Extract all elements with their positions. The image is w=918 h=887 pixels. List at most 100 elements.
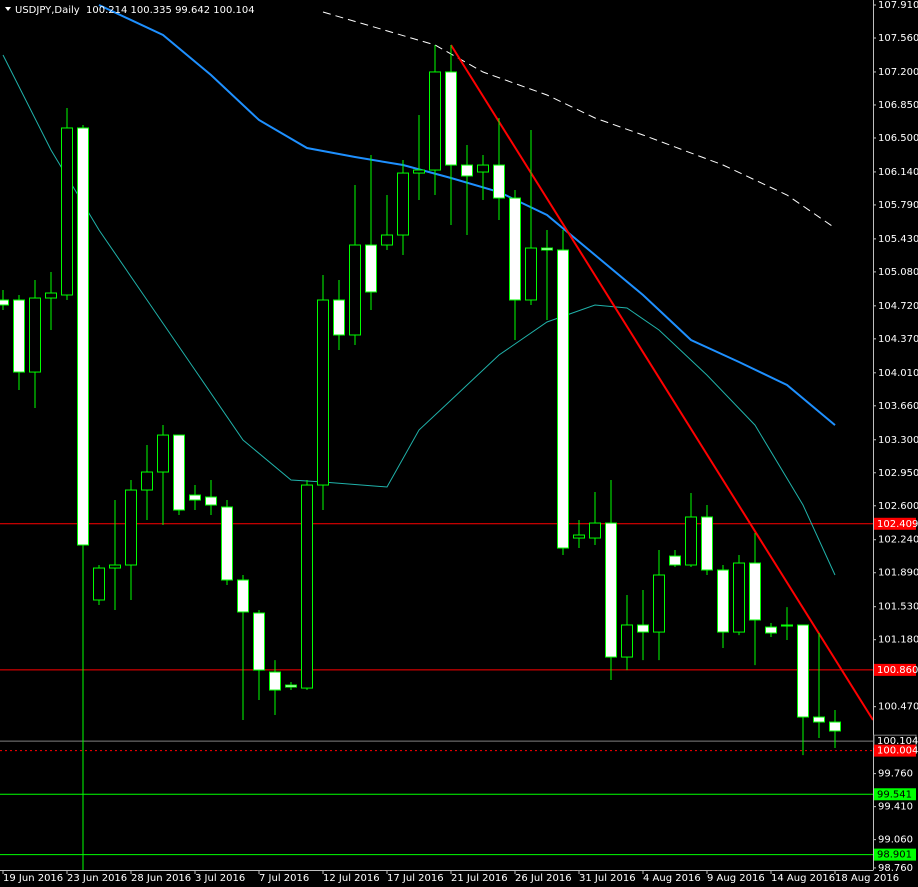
y-tick-label: 101.530: [878, 602, 918, 613]
ohlc-text: 100.214 100.335 99.642 100.104: [86, 5, 255, 16]
candle-body: [13, 299, 25, 373]
x-tick-label: 9 Aug 2016: [707, 873, 765, 884]
x-tick-label: 3 Jul 2016: [195, 873, 245, 884]
y-tick-label: 106.140: [878, 167, 918, 178]
price-label-box: [874, 663, 916, 676]
plot-area: [0, 4, 874, 871]
candle-body: [829, 721, 841, 732]
candle-body: [333, 299, 345, 336]
price-label: 100.860: [877, 665, 918, 676]
y-tick-label: 98.760: [878, 863, 913, 874]
x-tick-label: 23 Jun 2016: [67, 873, 127, 884]
candle-body: [733, 562, 745, 633]
candle-body: [397, 172, 409, 236]
candle-body: [61, 127, 73, 296]
x-tick-label: 31 Jul 2016: [579, 873, 636, 884]
candle-body: [701, 516, 713, 571]
candle-body: [365, 244, 377, 293]
price-label: 100.104: [877, 736, 918, 747]
x-tick-label: 19 Jun 2016: [3, 873, 63, 884]
y-tick-label: 105.080: [878, 267, 918, 278]
candle-body: [381, 234, 393, 246]
indicator-line: [450, 44, 874, 721]
y-tick-label: 104.720: [878, 301, 918, 312]
candle-body: [141, 471, 153, 491]
chart-title: USDJPY,Daily: [15, 5, 80, 16]
candle-body: [77, 127, 89, 546]
candle-body: [349, 244, 361, 336]
price-label-box: [874, 848, 916, 861]
candle-body: [253, 612, 265, 671]
candle-body: [749, 562, 761, 621]
candle-body: [653, 574, 665, 633]
candle-body: [413, 169, 425, 174]
price-label: 102.409: [877, 519, 918, 530]
x-tick-label: 18 Aug 2016: [835, 873, 899, 884]
candle-body: [29, 297, 41, 373]
y-tick-label: 107.560: [878, 33, 918, 44]
candle-body: [445, 71, 457, 166]
y-tick-label: 105.430: [878, 234, 918, 245]
x-tick-label: 28 Jun 2016: [131, 873, 191, 884]
x-tick-label: 17 Jul 2016: [387, 873, 444, 884]
candle-body: [157, 434, 169, 473]
candle-body: [509, 197, 521, 301]
candle-body: [797, 624, 809, 718]
candle-body: [461, 164, 473, 177]
price-label: 98.901: [877, 850, 912, 861]
y-tick-label: 101.890: [878, 568, 918, 579]
y-tick-label: 106.850: [878, 100, 918, 111]
candle-body: [189, 494, 201, 501]
x-tick-label: 21 Jul 2016: [451, 873, 508, 884]
y-tick-label: 100.470: [878, 702, 918, 713]
candle-body: [173, 434, 185, 511]
indicator-line: [2, 54, 836, 576]
y-tick-label: 99.410: [878, 802, 913, 813]
candle-body: [317, 299, 329, 486]
y-tick-label: 105.790: [878, 200, 918, 211]
candle-body: [269, 671, 281, 691]
candle-body: [605, 522, 617, 658]
candle-body: [45, 292, 57, 299]
candle-body: [669, 555, 681, 566]
candle-body: [541, 247, 553, 251]
indicator-line: [98, 4, 836, 426]
candle-body: [685, 516, 697, 566]
candle-body: [285, 684, 297, 688]
price-label: 100.004: [877, 746, 918, 757]
candle-body: [301, 484, 313, 689]
y-tick-label: 102.950: [878, 468, 918, 479]
y-tick-label: 107.910: [878, 0, 918, 11]
candle-body: [557, 249, 569, 549]
candle-body: [205, 496, 217, 506]
y-tick-label: 102.600: [878, 501, 918, 512]
candle-body: [717, 569, 729, 633]
candle-body: [765, 626, 777, 634]
candle-body: [813, 716, 825, 723]
x-tick-label: 12 Jul 2016: [323, 873, 380, 884]
y-tick-label: 107.200: [878, 67, 918, 78]
menu-triangle[interactable]: [5, 7, 11, 11]
x-tick-label: 7 Jul 2016: [259, 873, 309, 884]
y-tick-label: 104.010: [878, 368, 918, 379]
candle-body: [237, 579, 249, 613]
candle-body: [493, 164, 505, 199]
y-tick-label: 99.060: [878, 835, 913, 846]
candle-body: [573, 534, 585, 539]
candle-body: [93, 567, 105, 601]
candle-body: [781, 624, 793, 627]
x-tick-label: 14 Aug 2016: [771, 873, 835, 884]
candle-body: [429, 71, 441, 171]
x-tick-label: 26 Jul 2016: [515, 873, 572, 884]
y-tick-label: 102.240: [878, 535, 918, 546]
price-label-box: [874, 744, 916, 757]
candle-body: [637, 624, 649, 633]
y-tick-label: 106.500: [878, 133, 918, 144]
price-label-box: [874, 517, 916, 530]
candle-body: [525, 247, 537, 301]
y-tick-label: 101.180: [878, 635, 918, 646]
price-label-box: [874, 788, 916, 801]
candle-body: [0, 299, 9, 306]
